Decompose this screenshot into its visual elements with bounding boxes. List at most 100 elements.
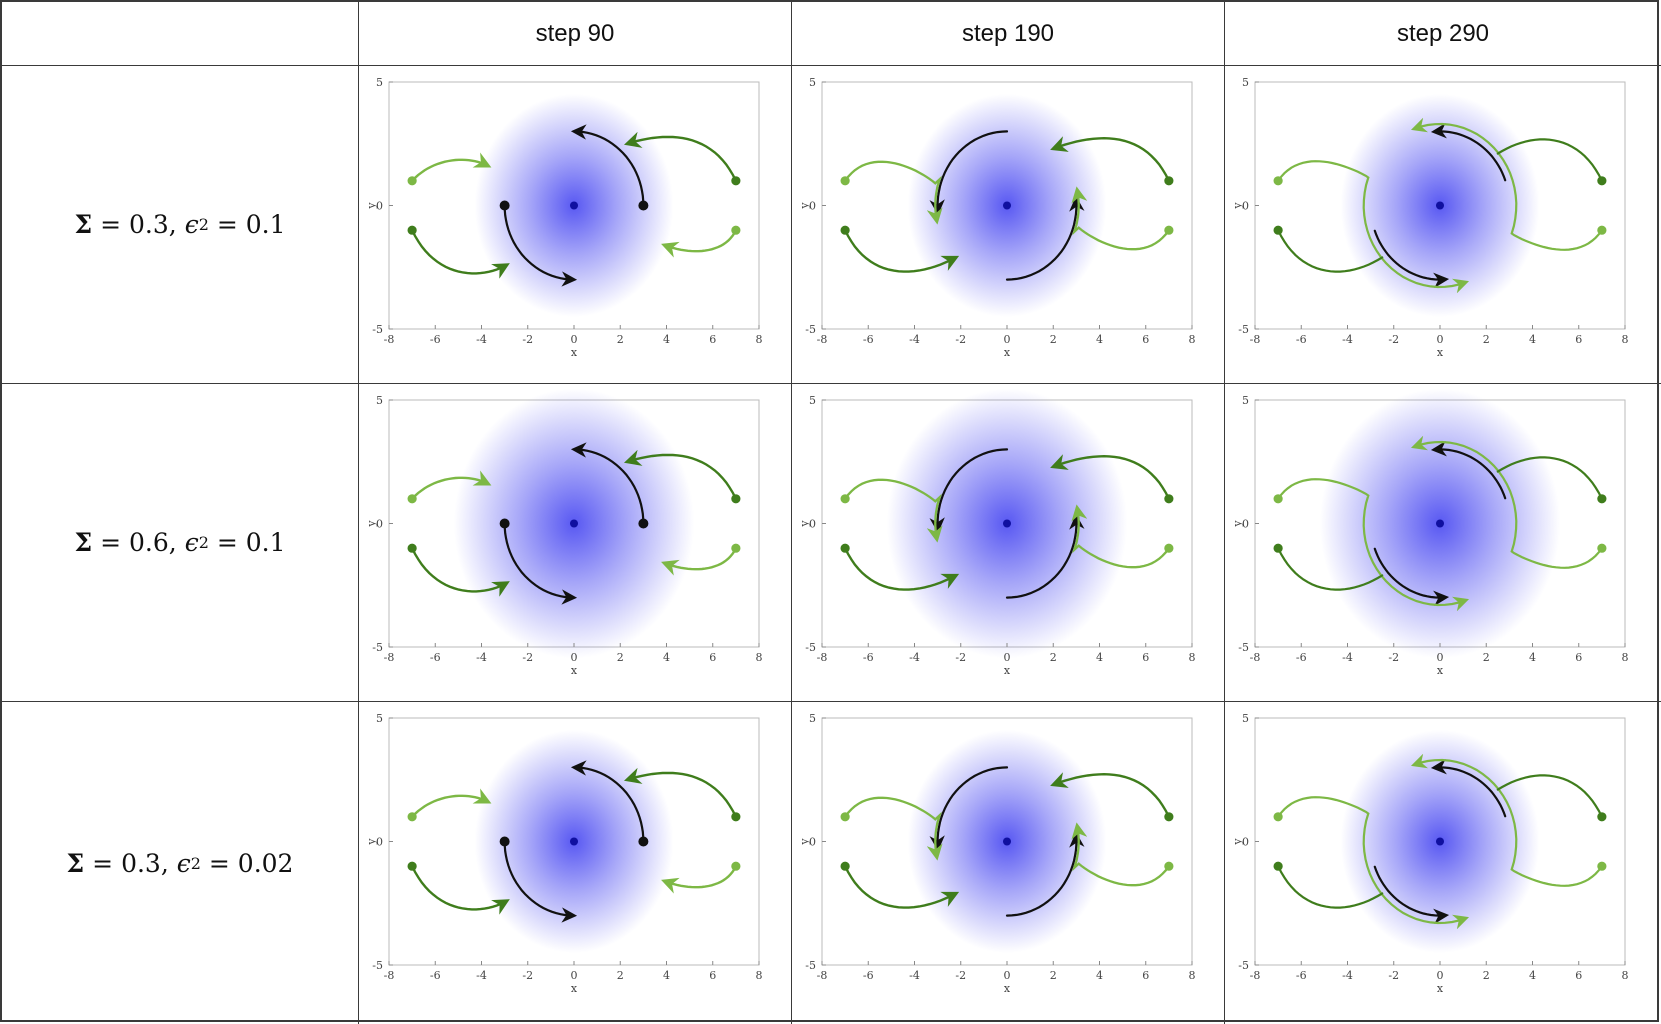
x-tick-label: 8	[1622, 651, 1629, 664]
y-tick-label: 0	[376, 200, 383, 213]
x-tick-label: -2	[522, 651, 533, 664]
trajectory-plot: -8 -6 -4 -2 0 2 4 6 8 5 0 -5 x y	[798, 388, 1196, 677]
x-tick-label: -8	[1250, 969, 1261, 982]
x-tick-label: -4	[1342, 651, 1353, 664]
y-tick-label: 5	[1242, 76, 1249, 89]
x-tick-label: 6	[1142, 969, 1149, 982]
dark-green-trajectory	[623, 449, 738, 500]
black-trajectory	[503, 840, 578, 923]
y-tick-label: 0	[376, 518, 383, 531]
epsilon-value: = 0.1	[216, 210, 286, 239]
black-trajectory	[1430, 123, 1507, 182]
black-trajectory	[929, 448, 1009, 534]
x-tick-label: -4	[476, 651, 487, 664]
x-axis-label: x	[571, 664, 578, 677]
x-axis-label: x	[1437, 346, 1444, 359]
x-tick-label: -8	[384, 333, 395, 346]
x-tick-label: 0	[571, 651, 578, 664]
light-green-agent	[840, 494, 850, 504]
x-tick-label: -2	[955, 651, 966, 664]
center-target	[1003, 837, 1011, 846]
y-tick-label: 0	[809, 836, 816, 849]
x-tick-label: -2	[522, 969, 533, 982]
x-tick-label: -2	[522, 333, 533, 346]
center-target	[570, 519, 578, 528]
y-tick-label: 5	[809, 76, 816, 89]
x-tick-label: 8	[1622, 333, 1629, 346]
x-tick-label: -6	[863, 651, 874, 664]
light-green-trajectory	[1071, 822, 1171, 887]
y-tick-label: 5	[376, 712, 383, 725]
black-trajectory	[1430, 441, 1507, 500]
y-tick-label: -5	[372, 323, 383, 336]
y-axis-label: y	[365, 520, 378, 528]
x-tick-label: -6	[430, 651, 441, 664]
dark-green-agent	[1597, 812, 1607, 822]
dark-green-agent	[840, 543, 850, 553]
x-tick-label: 0	[1437, 969, 1444, 982]
x-tick-label: -8	[817, 333, 828, 346]
center-target	[570, 201, 578, 210]
light-green-trajectory	[661, 547, 738, 576]
light-green-trajectory	[1410, 117, 1603, 251]
x-tick-label: -4	[909, 333, 920, 346]
dark-green-trajectory	[843, 547, 960, 591]
x-tick-label: 4	[1096, 651, 1103, 664]
x-tick-label: 2	[1050, 969, 1057, 982]
black-trajectory	[929, 766, 1009, 852]
light-green-agent	[407, 812, 417, 822]
y-tick-label: 5	[1242, 394, 1249, 407]
sigma-symbol: Σ	[66, 848, 85, 878]
black-trajectory	[503, 522, 578, 605]
x-tick-label: -6	[1296, 333, 1307, 346]
x-tick-label: 4	[1529, 969, 1536, 982]
plot-r1-step290: -8 -6 -4 -2 0 2 4 6 8 5 0 -5 x y	[1225, 66, 1661, 384]
x-tick-label: 8	[756, 969, 763, 982]
black-trajectory	[1430, 759, 1507, 818]
center-target	[1003, 201, 1011, 210]
x-tick-label: 4	[663, 969, 670, 982]
dark-green-trajectory	[410, 229, 510, 279]
column-header-step-290: step 290	[1225, 2, 1661, 66]
dark-green-trajectory	[623, 131, 738, 182]
epsilon-value: = 0.02	[208, 848, 294, 878]
light-green-trajectory	[1277, 160, 1470, 294]
dark-green-trajectory	[843, 865, 960, 909]
y-tick-label: 0	[376, 836, 383, 849]
x-tick-label: -8	[817, 651, 828, 664]
x-tick-label: -2	[1388, 969, 1399, 982]
y-axis-label: y	[1231, 202, 1244, 210]
dark-green-trajectory	[1496, 138, 1603, 182]
x-tick-label: -6	[1296, 651, 1307, 664]
x-tick-label: -6	[1296, 969, 1307, 982]
light-green-trajectory	[1410, 753, 1603, 887]
x-tick-label: -8	[817, 969, 828, 982]
sigma-value: = 0.6,	[100, 528, 177, 557]
trajectory-plot: -8 -6 -4 -2 0 2 4 6 8 5 0 -5 x y	[365, 388, 763, 677]
x-tick-label: -2	[955, 333, 966, 346]
light-green-trajectory	[661, 865, 738, 894]
dark-green-trajectory	[410, 547, 510, 597]
plot-r2-step190: -8 -6 -4 -2 0 2 4 6 8 5 0 -5 x y	[792, 384, 1225, 702]
black-agent	[499, 518, 510, 529]
dark-green-trajectory	[1050, 136, 1171, 182]
x-tick-label: 8	[1189, 651, 1196, 664]
y-tick-label: -5	[372, 641, 383, 654]
light-green-agent	[731, 543, 741, 553]
dark-green-agent	[1164, 494, 1174, 504]
y-tick-label: 5	[1242, 712, 1249, 725]
x-tick-label: 6	[1142, 651, 1149, 664]
dark-green-trajectory	[623, 767, 738, 818]
light-green-trajectory	[661, 229, 738, 258]
dark-green-agent	[1597, 176, 1607, 186]
x-axis-label: x	[1437, 982, 1444, 995]
dark-green-agent	[407, 225, 417, 235]
x-tick-label: 4	[663, 651, 670, 664]
sigma-symbol: Σ	[74, 210, 93, 239]
x-tick-label: 4	[1529, 333, 1536, 346]
x-axis-label: x	[1437, 664, 1444, 677]
dark-green-agent	[1597, 494, 1607, 504]
y-axis-label: y	[798, 520, 811, 528]
